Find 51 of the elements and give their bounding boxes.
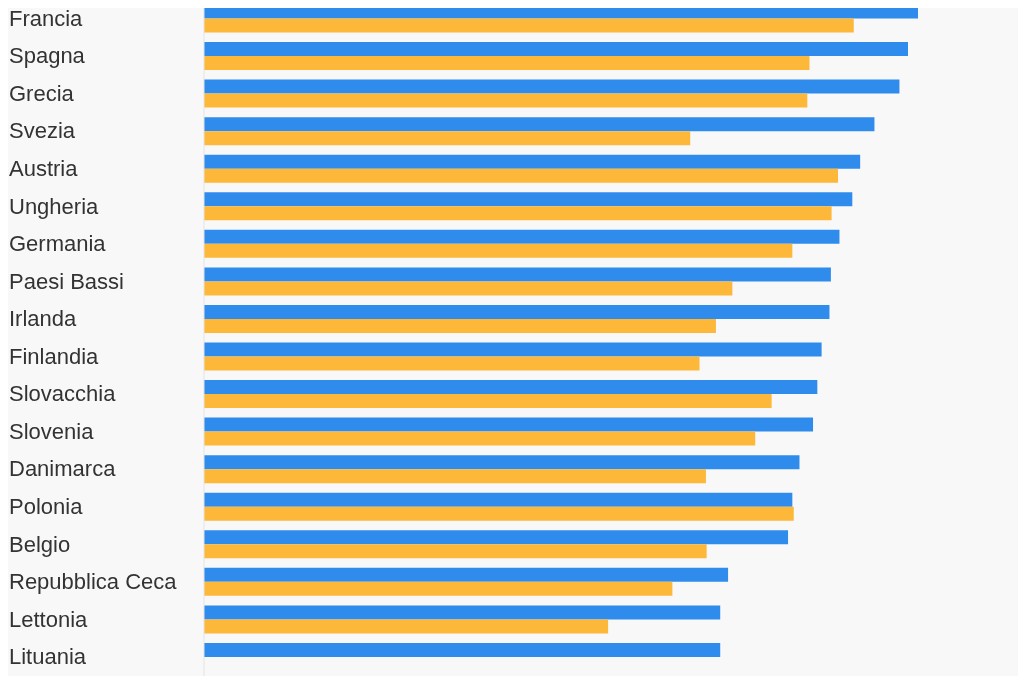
bar (204, 394, 772, 409)
bar (204, 56, 810, 71)
bar (204, 619, 609, 634)
bar (204, 267, 831, 282)
y-tick-label: Ungheria (9, 193, 100, 219)
y-tick-label: Spagna (9, 43, 86, 69)
y-tick-label: Belgio (9, 531, 71, 557)
bar (204, 506, 794, 521)
bar (204, 42, 908, 57)
y-tick-label: Francia (9, 5, 84, 31)
bar (204, 154, 861, 169)
bar (204, 243, 793, 258)
y-tick-label: Grecia (9, 80, 75, 106)
bar (204, 318, 716, 333)
bar (204, 131, 691, 146)
bar (204, 417, 814, 432)
bar (204, 356, 700, 371)
y-tick-label: Finlandia (9, 343, 100, 369)
y-tick-label: Irlanda (9, 306, 78, 332)
y-tick-label: Repubblica Ceca (9, 569, 178, 595)
y-tick-label: Polonia (9, 494, 84, 519)
bar (204, 168, 839, 183)
y-tick-label: Paesi Bassi (9, 268, 124, 294)
bar (204, 229, 840, 244)
bar (204, 530, 789, 545)
bar (204, 544, 707, 559)
bar (204, 342, 822, 357)
bar (204, 79, 900, 94)
bar (204, 304, 830, 319)
y-tick-label: Danimarca (9, 456, 117, 482)
bar (204, 281, 733, 296)
bar (204, 567, 729, 582)
y-tick-label: Germania (9, 231, 107, 257)
bar (204, 469, 706, 484)
y-tick-label: Lettonia (9, 606, 89, 632)
y-tick-label: Slovacchia (9, 381, 117, 407)
y-tick-label: Slovenia (9, 418, 95, 444)
bar (204, 117, 875, 132)
bar (204, 642, 721, 657)
bar (204, 93, 808, 108)
bar (204, 492, 793, 507)
bar (204, 206, 832, 221)
bar (204, 605, 721, 620)
y-tick-label: Austria (9, 156, 79, 181)
y-tick-label: Svezia (9, 118, 76, 144)
bar (204, 192, 853, 207)
bar (204, 455, 800, 470)
y-tick-label: Lituania (9, 644, 87, 670)
bar (204, 380, 818, 395)
bar (204, 431, 756, 446)
bar (204, 581, 673, 596)
